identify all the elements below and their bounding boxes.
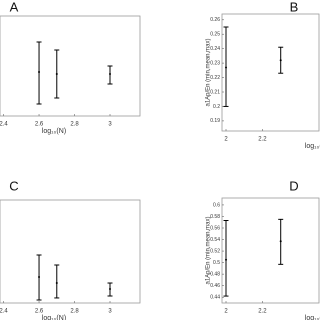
plot-frame bbox=[221, 197, 320, 304]
mean-marker bbox=[109, 73, 112, 75]
y-tick-label: 0.19 bbox=[210, 118, 220, 124]
mean-marker bbox=[225, 258, 228, 261]
mean-marker bbox=[38, 276, 41, 279]
x-tick-label: 2.4 bbox=[0, 122, 8, 128]
x-tick-label: 3 bbox=[108, 309, 112, 315]
y-tick-label: 0.23 bbox=[210, 60, 220, 66]
mean-marker bbox=[279, 59, 282, 62]
x-tick-label: 3 bbox=[108, 122, 112, 128]
x-axis-label: log₁₀(N) bbox=[305, 315, 320, 320]
x-tick-label: 2.2 bbox=[258, 309, 267, 315]
y-tick-label: 0.2 bbox=[213, 104, 220, 110]
y-tick-label: 0.48 bbox=[210, 271, 220, 277]
y-tick-label: 0.5 bbox=[213, 260, 220, 266]
y-tick-label: 0.26 bbox=[210, 17, 220, 23]
x-tick-label: 2 bbox=[224, 309, 228, 315]
y-tick-label: 0.58 bbox=[210, 214, 220, 220]
y-tick-label: 0.56 bbox=[210, 225, 220, 231]
x-axis-label: log₁₀(N) bbox=[42, 128, 66, 135]
x-axis-label: log₁₀(N) bbox=[305, 143, 320, 150]
mean-marker bbox=[109, 287, 112, 290]
plot-frame bbox=[0, 15, 141, 117]
mean-marker bbox=[55, 282, 58, 285]
x-tick-label: 2.6 bbox=[35, 122, 44, 128]
y-axis-label: a1Ap/En (min,mean,max) bbox=[206, 216, 212, 284]
mean-marker bbox=[225, 66, 228, 69]
y-tick-label: 0.25 bbox=[210, 32, 220, 38]
x-tick-label: 2 bbox=[224, 137, 228, 143]
y-tick-label: 0.52 bbox=[210, 248, 220, 254]
y-tick-label: 0.46 bbox=[210, 283, 220, 289]
y-tick-label: 0.6 bbox=[213, 202, 220, 208]
x-tick-label: 2.2 bbox=[258, 137, 267, 143]
panel-label: D bbox=[289, 178, 298, 193]
y-tick-label: 0.24 bbox=[210, 46, 220, 52]
mean-marker bbox=[279, 240, 282, 243]
plot-frame bbox=[221, 13, 320, 132]
x-tick-label: 2.6 bbox=[35, 309, 44, 315]
x-tick-label: 2.4 bbox=[0, 309, 8, 315]
y-axis-label: a1Ap/En (min,mean,max) bbox=[206, 38, 212, 106]
panel-label: C bbox=[9, 178, 18, 193]
y-tick-label: 0.21 bbox=[210, 89, 220, 95]
panel-label: B bbox=[290, 0, 299, 14]
x-tick-label: 2.8 bbox=[70, 309, 79, 315]
y-tick-label: 0.22 bbox=[210, 75, 220, 81]
x-axis-label: log₁₀(N) bbox=[42, 315, 66, 320]
mean-marker bbox=[55, 73, 58, 75]
y-tick-label: 0.54 bbox=[210, 237, 220, 243]
panel-label: A bbox=[10, 0, 19, 14]
y-tick-label: 0.44 bbox=[210, 295, 220, 301]
x-tick-label: 2.8 bbox=[70, 122, 79, 128]
plot-frame bbox=[0, 199, 141, 304]
mean-marker bbox=[38, 71, 41, 73]
